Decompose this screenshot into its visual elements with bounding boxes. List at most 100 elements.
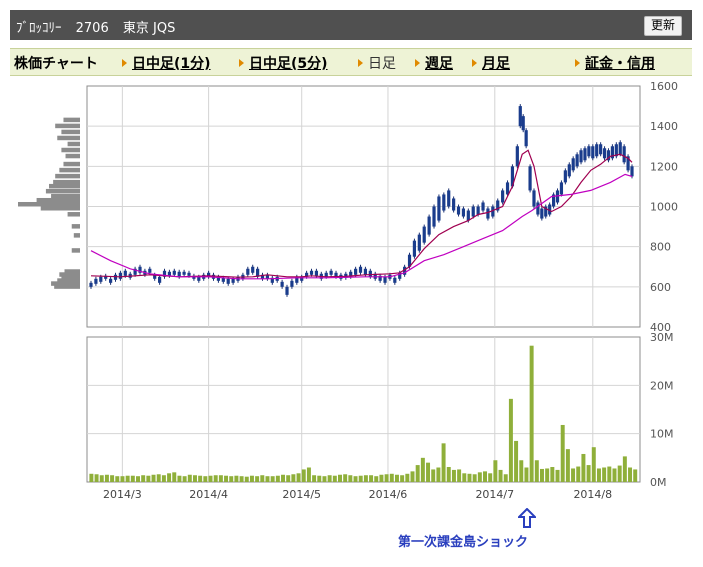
volume-bar — [410, 471, 415, 482]
volume-bar — [369, 475, 374, 482]
candle-body — [471, 206, 475, 217]
candle-body — [583, 148, 587, 161]
volume-bar — [94, 474, 99, 482]
volume-profile-bar — [61, 147, 80, 153]
volume-bar — [431, 469, 436, 482]
volume-profile-bar — [63, 161, 80, 167]
candle-body — [133, 268, 137, 275]
refresh-button[interactable]: 更新 — [643, 16, 682, 36]
stock-code: 2706 — [75, 21, 109, 36]
volume-bar — [218, 475, 223, 482]
candle-body — [305, 272, 309, 277]
volume-bar — [622, 456, 627, 482]
tab-margin[interactable]: 証金・信用 — [575, 53, 655, 73]
volume-bar — [99, 475, 104, 482]
candle-body — [518, 106, 522, 127]
volume-bar — [560, 424, 565, 482]
volume-profile-bar — [67, 212, 80, 217]
volume-bar — [493, 460, 498, 482]
volume-bar — [187, 474, 192, 482]
volume-bar — [446, 467, 451, 482]
volume-bar — [151, 474, 156, 482]
candle-body — [158, 276, 162, 283]
tab-weekly[interactable]: 週足 — [415, 53, 453, 73]
x-tick-label: 2014/6 — [369, 488, 408, 501]
candle-body — [559, 182, 564, 195]
volume-bar — [156, 474, 161, 482]
volume-profile-bar — [55, 123, 80, 129]
x-tick-label: 2014/3 — [103, 488, 142, 501]
candle-body — [148, 268, 152, 273]
tab-chart-title: 株価チャート — [14, 56, 98, 72]
candle-body — [587, 146, 591, 157]
volume-bar — [104, 474, 109, 482]
stock-market: 東京 JQS — [122, 21, 176, 36]
volume-profile-bar — [55, 173, 80, 179]
volume-bar — [576, 466, 581, 482]
volume-bar — [550, 467, 555, 482]
volume-bar — [555, 469, 560, 482]
candle-body — [407, 254, 412, 267]
volume-bar — [539, 468, 544, 482]
volume-bar — [172, 472, 177, 482]
volume-bar — [400, 475, 405, 482]
volume-bar — [529, 345, 534, 482]
volume-bar — [514, 440, 519, 482]
volume-bar — [234, 475, 239, 482]
tab-monthly[interactable]: 月足 — [472, 53, 510, 73]
candle-body — [270, 277, 274, 283]
moving-average-line — [90, 149, 633, 278]
candle-body — [422, 226, 426, 243]
candle-body — [630, 166, 634, 177]
candle-body — [610, 146, 614, 159]
candle-body — [618, 142, 622, 155]
volume-bar — [472, 474, 477, 482]
volume-bar — [415, 465, 420, 482]
volume-bar — [519, 460, 524, 482]
volume-bar — [192, 475, 197, 482]
volume-bar — [524, 467, 529, 482]
candle-body — [437, 196, 441, 221]
volume-bar — [633, 469, 638, 482]
volume-bar — [358, 475, 363, 482]
candle-body — [314, 270, 319, 276]
volume-bar — [213, 475, 218, 482]
tab-intraday-1min[interactable]: 日中足(1分) — [122, 53, 211, 73]
candle-body — [197, 276, 201, 281]
candle-body — [567, 164, 571, 177]
volume-profile-bar — [63, 117, 80, 123]
volume-bar — [120, 476, 125, 482]
candle-body — [427, 216, 431, 235]
volume-bar — [374, 476, 379, 482]
volume-profile-bar — [65, 153, 80, 159]
x-tick-label: 2014/8 — [573, 488, 612, 501]
candle-body — [172, 270, 176, 275]
arrow-right-icon — [472, 59, 477, 67]
volume-profile-bar — [40, 206, 80, 211]
volume-bar — [628, 467, 633, 482]
stock-title: ﾌﾞﾛｯｺﾘｰ 2706 東京 JQS — [16, 17, 185, 36]
volume-bar — [353, 476, 358, 482]
candle-body — [104, 275, 108, 279]
candle-body — [602, 148, 607, 159]
tab-intraday-5min[interactable]: 日中足(5分) — [239, 53, 328, 73]
candle-body — [363, 268, 368, 275]
volume-bar — [363, 475, 368, 482]
candle-body — [579, 150, 583, 163]
candle-body — [162, 270, 167, 277]
candle-body — [99, 276, 103, 282]
price-tick-label: 1400 — [650, 120, 678, 133]
volume-bar — [296, 473, 301, 482]
tab-daily[interactable]: 日足 — [358, 53, 396, 73]
candle-body — [544, 206, 548, 217]
candle-body — [324, 272, 328, 277]
volume-bar — [115, 476, 120, 482]
volume-bar — [405, 473, 410, 482]
volume-bar — [596, 468, 601, 482]
volume-bar — [301, 469, 306, 482]
candle-body — [207, 272, 211, 277]
candle-body — [461, 208, 466, 217]
volume-profile-bar — [51, 193, 80, 199]
candle-body — [393, 277, 397, 283]
